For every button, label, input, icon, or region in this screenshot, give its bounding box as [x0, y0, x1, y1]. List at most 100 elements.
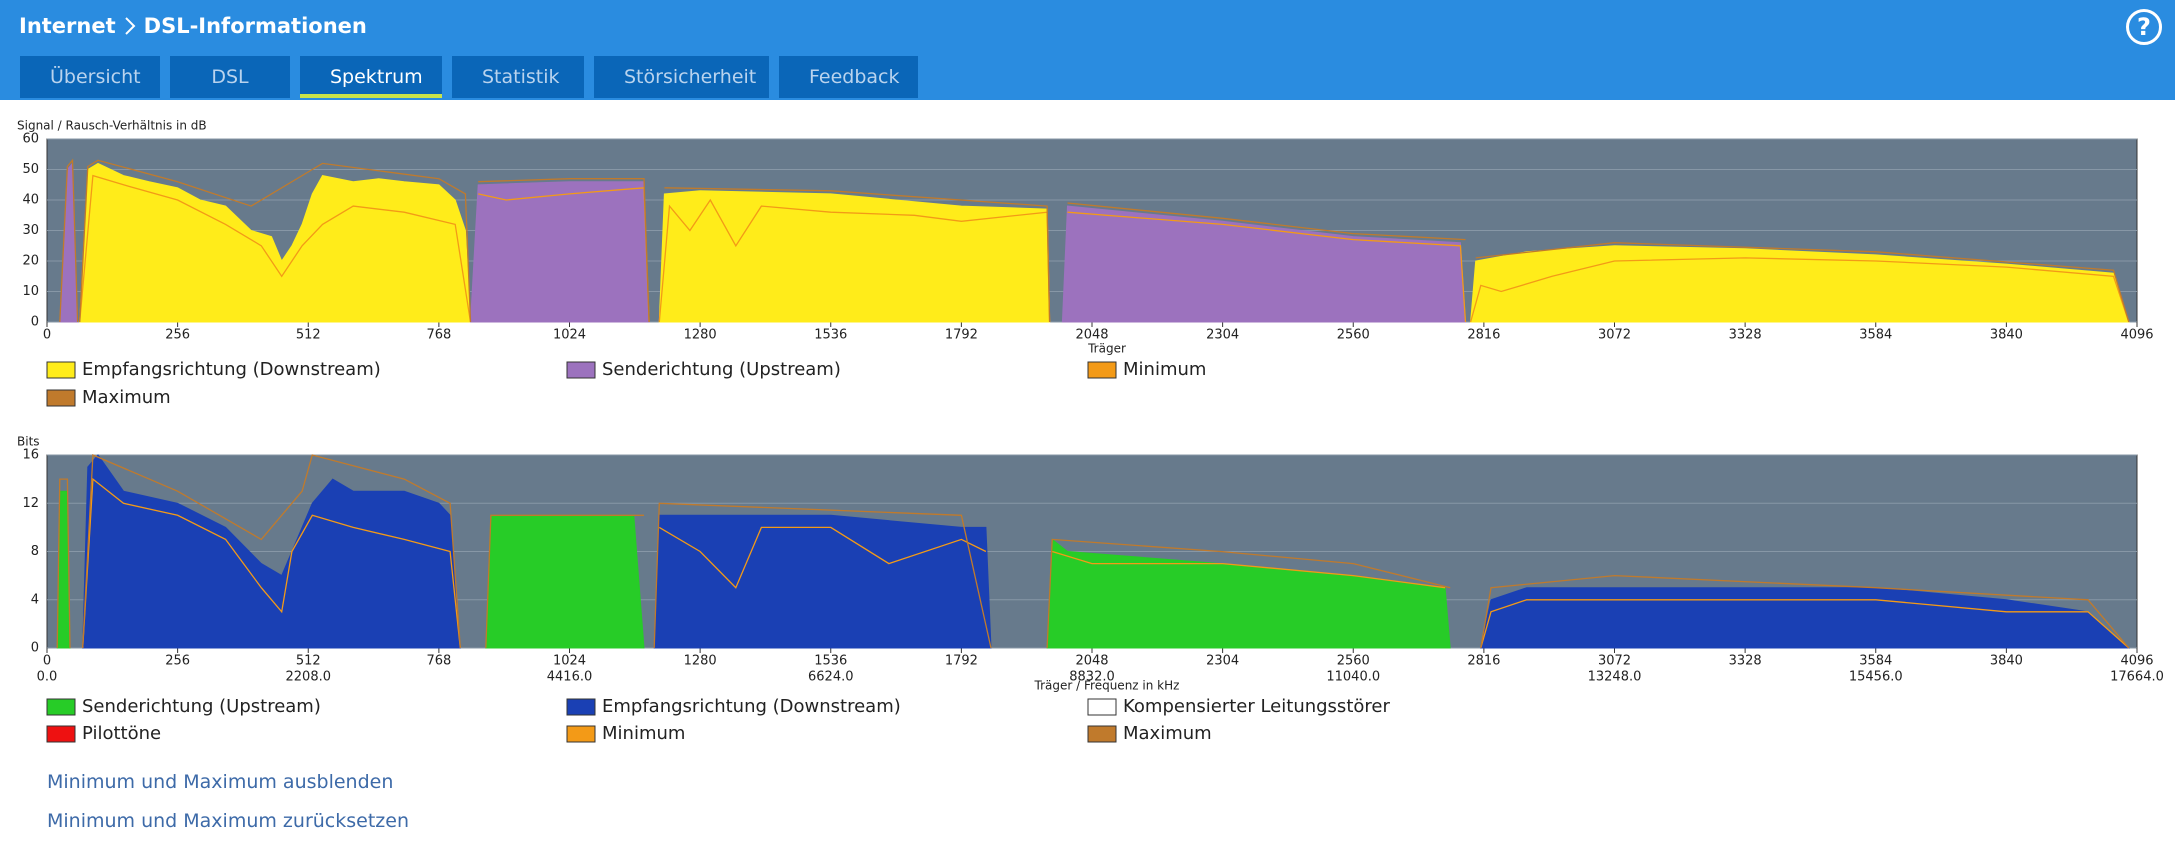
legend-label: Empfangsrichtung (Downstream)	[602, 696, 901, 717]
legend-label: Maximum	[82, 387, 171, 408]
y-tick-label: 40	[22, 193, 39, 208]
x-tick-label: 0	[43, 654, 51, 669]
x-tick-label: 1280	[684, 654, 717, 669]
y-tick-label: 8	[31, 544, 39, 559]
tab[interactable]: Statistik	[452, 56, 584, 98]
x-tick-label: 4096	[2120, 328, 2153, 343]
y-tick-label: 30	[22, 223, 39, 238]
legend-label: Kompensierter Leitungsstörer	[1123, 696, 1390, 717]
legend-label: Pilottöne	[82, 723, 161, 744]
tab[interactable]: DSL	[170, 56, 290, 98]
x-axis-label: Träger	[1087, 342, 1126, 356]
breadcrumb: Internet DSL-Informationen	[19, 14, 367, 38]
x-tick-label: 3840	[1990, 654, 2023, 669]
x-tick-label: 3328	[1729, 654, 1762, 669]
x-tick-label: 256	[165, 654, 190, 669]
legend-label: Senderichtung (Upstream)	[82, 696, 321, 717]
legend-swatch	[1087, 698, 1117, 716]
x2-tick-label: 11040.0	[1326, 670, 1380, 685]
x-tick-label: 2048	[1075, 328, 1108, 343]
legend-swatch	[46, 389, 76, 407]
line	[79, 174, 2130, 323]
x2-tick-label: 15456.0	[1849, 670, 1903, 685]
x-tick-label: 3072	[1598, 328, 1631, 343]
x-tick-label: 2816	[1467, 328, 1500, 343]
legend-label: Empfangsrichtung (Downstream)	[82, 359, 381, 380]
x-tick-label: 512	[296, 654, 321, 669]
line	[59, 158, 2130, 323]
y-tick-label: 10	[22, 284, 39, 299]
link[interactable]: Minimum und Maximum zurücksetzen	[47, 810, 409, 832]
chevron	[124, 17, 136, 35]
x-tick-label: 2048	[1075, 654, 1108, 669]
y-axis-label: Bits	[17, 435, 40, 449]
x-tick-label: 3584	[1859, 654, 1892, 669]
x-tick-label: 1024	[553, 654, 586, 669]
y-tick-label: 60	[22, 132, 39, 147]
link[interactable]: Minimum und Maximum ausblenden	[47, 771, 394, 793]
line	[82, 477, 2130, 649]
legend-swatch	[46, 698, 76, 716]
y-tick-label: 20	[22, 254, 39, 269]
y-tick-label: 50	[22, 162, 39, 177]
tab[interactable]: Feedback	[779, 56, 918, 98]
x-tick-label: 3072	[1598, 654, 1631, 669]
legend-label: Maximum	[1123, 723, 1212, 744]
x2-tick-label: 0.0	[37, 670, 58, 685]
x-tick-label: 512	[296, 328, 321, 343]
y-tick-label: 0	[31, 315, 39, 330]
x-tick-label: 768	[426, 654, 451, 669]
x-tick-label: 2816	[1467, 654, 1500, 669]
legend-swatch	[1087, 361, 1117, 379]
x-tick-label: 2560	[1337, 328, 1370, 343]
legend-swatch	[566, 698, 596, 716]
x-tick-label: 1280	[684, 328, 717, 343]
tab-active[interactable]: Spektrum	[300, 56, 442, 98]
legend-swatch	[46, 725, 76, 743]
legend-label: Minimum	[602, 723, 685, 744]
tab[interactable]: Übersicht	[20, 56, 160, 98]
crumb: DSL-Informationen	[143, 14, 367, 38]
x-tick-label: 2304	[1206, 328, 1239, 343]
help-button[interactable]: ?	[2126, 9, 2162, 45]
legend-swatch	[566, 361, 596, 379]
charts: Signal / Rausch-Verhältnis in dB 0 10 20 30 4…	[17, 119, 2164, 745]
header: Internet DSL-Informationen ? Übersicht D…	[0, 0, 2175, 100]
x-tick-label: 0	[43, 328, 51, 343]
x2-tick-label: 17664.0	[2110, 670, 2164, 685]
x-tick-label: 3328	[1729, 328, 1762, 343]
legend-swatch	[46, 361, 76, 379]
x2-tick-label: 13248.0	[1588, 670, 1642, 685]
y-tick-label: 4	[31, 592, 39, 607]
x-tick-label: 1536	[814, 654, 847, 669]
x-tick-label: 1536	[814, 328, 847, 343]
tabs: Übersicht DSL Spektrum Statistik Störsic…	[20, 56, 918, 98]
x-axis-label: Träger / Frequenz in kHz	[1034, 679, 1180, 693]
legend-label: Senderichtung (Upstream)	[602, 359, 841, 380]
x-tick-label: 1792	[945, 654, 978, 669]
y-axis-label: Signal / Rausch-Verhältnis in dB	[17, 119, 207, 133]
y-tick-label: 16	[22, 448, 39, 463]
x-tick-label: 2304	[1206, 654, 1239, 669]
x-tick-label: 1024	[553, 328, 586, 343]
x-tick-label: 4096	[2120, 654, 2153, 669]
x-tick-label: 2560	[1337, 654, 1370, 669]
x2-tick-label: 8832.0	[1069, 670, 1115, 685]
x2-tick-label: 4416.0	[547, 670, 593, 685]
x-tick-label: 3584	[1859, 328, 1892, 343]
x-tick-label: 1792	[945, 328, 978, 343]
legend-swatch	[566, 725, 596, 743]
y-tick-label: 0	[31, 641, 39, 656]
legend-label: Minimum	[1123, 359, 1206, 380]
legend-swatch	[1087, 725, 1117, 743]
x-tick-label: 768	[426, 328, 451, 343]
x-tick-label: 3840	[1990, 328, 2023, 343]
x-tick-label: 256	[165, 328, 190, 343]
y-tick-label: 12	[22, 496, 39, 511]
tab[interactable]: Störsicherheit	[594, 56, 769, 98]
x2-tick-label: 6624.0	[808, 670, 854, 685]
crumb[interactable]: Internet	[19, 14, 116, 38]
line	[56, 454, 2130, 649]
x2-tick-label: 2208.0	[286, 670, 332, 685]
